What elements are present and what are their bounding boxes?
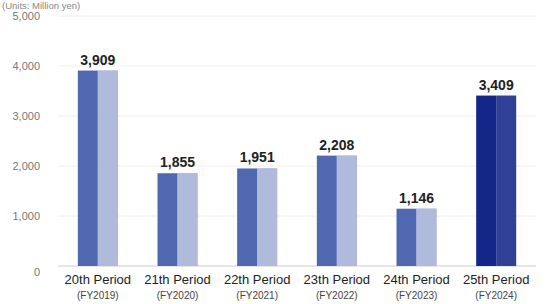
data-label: 1,146 (399, 190, 434, 206)
bar-left (78, 71, 98, 266)
bar-left (317, 156, 337, 266)
bar-right (178, 173, 198, 266)
data-label: 3,909 (80, 52, 115, 68)
bar-left (158, 173, 178, 266)
x-tick-label: 20th Period(FY2019) (65, 272, 132, 301)
y-tick-label: 1,000 (12, 210, 40, 222)
y-tick-label: 5,000 (12, 10, 40, 22)
grid-line (58, 216, 536, 217)
bars (78, 71, 516, 266)
bar-left (476, 96, 496, 266)
bar-group (476, 96, 516, 266)
data-label: 1,855 (160, 154, 195, 170)
data-label: 2,208 (319, 137, 354, 153)
bar-right (337, 156, 357, 266)
x-tick-label: 25th Period(FY2024) (463, 272, 530, 301)
bar-left (397, 209, 417, 266)
bar-group (237, 168, 277, 266)
bar-group (78, 71, 118, 266)
x-tick-label: 21th Period(FY2020) (144, 272, 211, 301)
bar-right (98, 71, 118, 266)
bar-group (397, 209, 437, 266)
y-tick-label: 4,000 (12, 60, 40, 72)
data-label: 3,409 (479, 77, 514, 93)
x-tick-label: 24th Period(FY2023) (383, 272, 450, 301)
y-tick-label: 2,000 (12, 160, 40, 172)
y-tick-label: 0 (34, 266, 40, 278)
grid-line (58, 16, 536, 17)
bar-right (496, 96, 516, 266)
bar-highlight (98, 71, 118, 266)
chart-svg: (Units: Million yen)01,0002,0003,0004,00… (0, 0, 550, 304)
bar-highlight (178, 173, 198, 266)
bar-right (257, 168, 277, 266)
x-tick-label: 22th Period(FY2021) (224, 272, 291, 301)
grid-line (58, 66, 536, 67)
grid-line (58, 116, 536, 117)
x-tick-label: 23th Period(FY2022) (304, 272, 371, 301)
bar-right (417, 209, 437, 266)
bar-left (237, 168, 257, 266)
y-tick-label: 3,000 (12, 110, 40, 122)
bar-highlight (257, 168, 277, 266)
bar-highlight (337, 156, 357, 266)
grid-line (58, 166, 536, 167)
bar-group (158, 173, 198, 266)
chart-container: (Units: Million yen)01,0002,0003,0004,00… (0, 0, 550, 304)
bar-highlight (417, 209, 437, 266)
grid (58, 16, 536, 266)
grid-line (58, 266, 536, 267)
bar-group (317, 156, 357, 266)
data-label: 1,951 (240, 149, 275, 165)
bar-highlight (496, 96, 516, 266)
